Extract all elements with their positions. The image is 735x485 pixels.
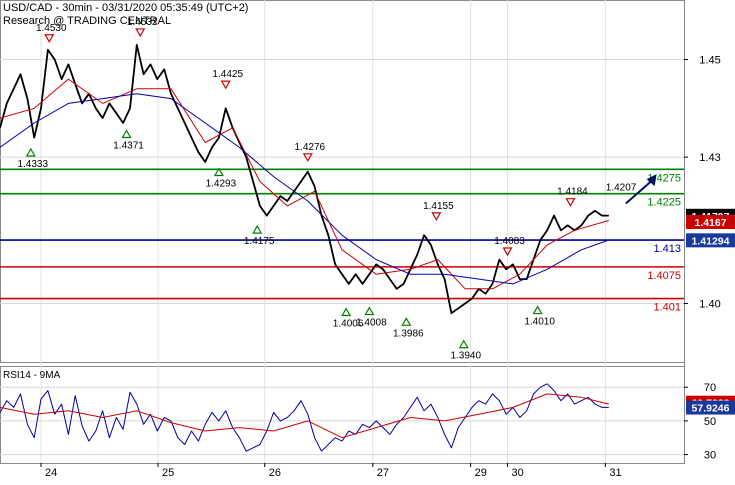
ma-fast-badge-bg	[686, 214, 735, 229]
rsi-plot-frame	[0, 366, 685, 464]
rsi-panel-title: RSI14 - 9MA	[3, 370, 61, 381]
price-series-line	[0, 44, 609, 315]
up-marker-icon	[364, 306, 375, 316]
ma-slow-badge-bg	[686, 233, 735, 248]
projection-arrow-head-icon	[646, 174, 657, 187]
level-label: 1.4075	[647, 270, 681, 282]
x-tick-label: 25	[162, 467, 174, 479]
rsi-ma-line	[0, 393, 609, 439]
rsi-value-badge-bg	[686, 400, 735, 415]
x-tick-label: 30	[512, 467, 524, 479]
down-marker-icon	[135, 28, 146, 38]
price-annotation-label: 1.4425	[212, 69, 243, 80]
projection-arrow-shaft	[625, 178, 655, 205]
ma-slow-line	[0, 93, 609, 285]
up-marker-icon	[532, 305, 543, 315]
price-annotation-label: 1.4184	[557, 187, 588, 198]
price-y-ticks: 1.45 1.43 1.40	[684, 55, 721, 310]
price-annotation-label: 1.4293	[206, 179, 237, 190]
level-label: 1.413	[653, 243, 681, 255]
price-annotation-label: 1.4532	[127, 17, 158, 28]
down-marker-icon	[502, 247, 513, 257]
rsi-y-tick-label: 30	[704, 450, 716, 462]
price-annotation-label: 1.4371	[113, 140, 144, 151]
up-marker-icon	[341, 307, 352, 317]
up-marker-icon	[213, 167, 224, 177]
price-annotation-label: 1.4333	[17, 159, 48, 170]
ma-slow-badge: 1.41294	[692, 235, 730, 247]
rsi-y-tick-label: 50	[704, 416, 716, 428]
price-annotation-label: 1.4175	[244, 236, 275, 247]
rsi-line	[0, 383, 609, 452]
price-annotation-label: 1.4083	[494, 236, 525, 247]
price-series	[0, 44, 609, 315]
ma-fast-badge: 1.4167	[694, 217, 726, 229]
up-marker-icon	[121, 129, 132, 139]
price-y-tick-label: 1.45	[699, 55, 720, 67]
rsi-y-ticks: 70 50 30	[684, 382, 716, 462]
price-annotation-label: 1.4530	[36, 23, 67, 34]
x-tick-label: 26	[269, 467, 281, 479]
price-annotation-label: 1.4276	[295, 142, 326, 153]
up-marker-icon	[401, 317, 412, 326]
rsi-value-badge: 57.9246	[692, 403, 730, 415]
up-marker-icon	[458, 339, 469, 349]
price-annotation-label: 1.3986	[393, 328, 424, 339]
down-marker-icon	[44, 34, 55, 43]
chart-credit: Research @ TRADING CENTRAL	[3, 15, 171, 27]
x-tick-label: 29	[475, 467, 487, 479]
rsi-gridlines	[0, 386, 684, 456]
level-label: 1.4225	[647, 197, 681, 209]
projection-arrow-group	[625, 174, 657, 205]
ma-fast-line	[0, 78, 609, 290]
down-marker-icon	[220, 80, 231, 90]
chart-title: USD/CAD - 30min - 03/31/2020 05:35:49 (U…	[3, 2, 248, 14]
price-y-tick-label: 1.40	[699, 298, 720, 310]
x-tick-label: 31	[609, 467, 621, 479]
up-marker-icon	[25, 147, 36, 157]
x-tick-label: 27	[377, 467, 389, 479]
price-annotation-label: 1.4010	[524, 317, 555, 328]
down-marker-icon	[565, 198, 576, 207]
down-marker-icon	[431, 212, 442, 222]
price-annotation-label: 1.4008	[356, 318, 387, 329]
x-ticks: 24 25 26 27 29 30 31	[40, 463, 622, 479]
price-annotation-label: 1.3940	[450, 351, 481, 362]
price-annotation-label: 1.4207	[606, 182, 637, 193]
price-annotation-label: 1.4006	[333, 319, 364, 330]
price-plot-frame	[0, 0, 685, 363]
level-label: 1.401	[653, 302, 681, 314]
down-marker-icon	[302, 153, 313, 163]
rsi-y-tick-label: 70	[704, 382, 716, 394]
price-annotation-label: 1.4155	[423, 201, 454, 212]
x-tick-label: 24	[45, 467, 57, 479]
rsi-series	[0, 383, 609, 452]
price-y-tick-label: 1.43	[699, 152, 720, 164]
up-marker-icon	[252, 224, 263, 234]
price-annotations: 1.4530 1.4532 1.4425 1.4276 1.4333 1.4371 1.42…	[17, 17, 636, 362]
